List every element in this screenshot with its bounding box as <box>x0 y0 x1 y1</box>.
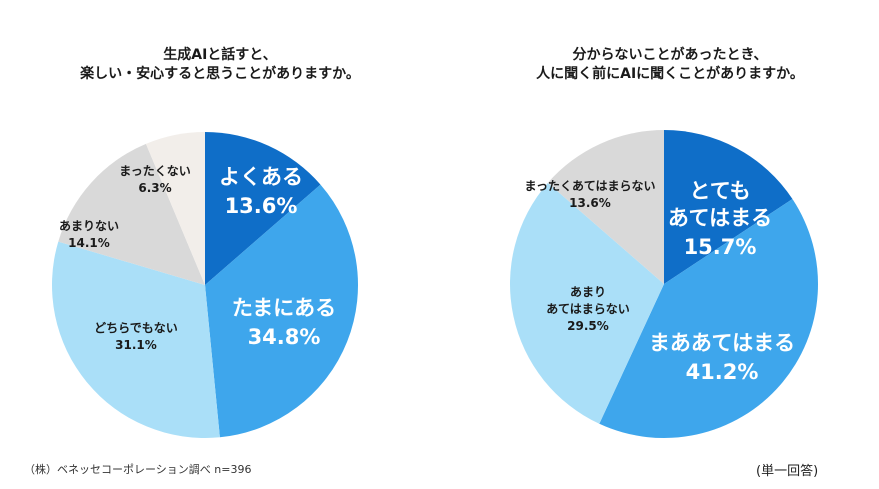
pie-left-slice-0 <box>205 132 321 285</box>
chart-title-left-line-1: 生成AIと話すと、 <box>163 47 277 63</box>
pie-left-slice-1 <box>205 184 358 438</box>
pie-right-slice-1-label-line-0: まああてはまる <box>649 331 795 355</box>
pie-right-slice-2-value: 29.5% <box>567 319 609 333</box>
pie-left-slice-3-label-line-0: あまりない <box>59 219 119 233</box>
pie-left-slice-3 <box>58 143 205 285</box>
pie-left-slice-3-value: 14.1% <box>68 236 110 250</box>
pie-right-slice-0 <box>664 130 793 284</box>
pie-right-slice-2-label-line-0: あまり <box>570 285 606 299</box>
pie-left-slice-2-label-line-0: どちらでもない <box>94 321 178 335</box>
pie-left-slice-2-value: 31.1% <box>115 338 157 352</box>
pie-right-slice-1 <box>599 199 818 438</box>
pie-left-slice-4 <box>145 132 205 285</box>
pie-right-slice-0-label-line-0: とても <box>689 179 750 203</box>
pie-left-slice-0-value: 13.6% <box>225 194 298 218</box>
response-type-note: (単一回答) <box>756 464 819 479</box>
pie-right-slice-3 <box>547 130 664 284</box>
pie-left-slice-4-value: 6.3% <box>138 181 171 195</box>
source-note: （株）ベネッセコーポレーション調べ n=396 <box>24 463 252 476</box>
pie-right-slice-0-value: 15.7% <box>684 235 757 259</box>
chart-title-right-line-1: 分からないことがあったとき、 <box>572 47 768 63</box>
pie-left-slice-0-label-line-0: よくある <box>219 165 303 189</box>
pie-chart-left: よくある 13.6% たまにある 34.8% どちらでもない 31.1% あまりない 14.1… <box>52 132 358 438</box>
pie-left-slice-4-label-line-0: まったくない <box>119 164 191 178</box>
pie-right-slice-3-label-line-0: まったくあてはまらない <box>524 179 655 193</box>
chart-title-left-line-2: 楽しい・安心すると思うことがありますか。 <box>80 66 360 82</box>
pie-left-slice-1-label-line-0: たまにある <box>232 296 336 320</box>
pie-right-slice-2 <box>509 182 664 424</box>
pie-left-slice-2 <box>52 241 220 438</box>
chart-title-left: 生成AIと話すと、 楽しい・安心すると思うことがありますか。 <box>55 46 385 84</box>
chart-title-right: 分からないことがあったとき、 人に聞く前にAIに聞くことがありますか。 <box>495 46 845 84</box>
pie-left-slice-1-value: 34.8% <box>248 325 321 349</box>
pie-right-slice-0-label-line-1: あてはまる <box>668 206 772 230</box>
pie-right-slice-1-value: 41.2% <box>686 360 759 384</box>
pie-right-slice-3-value: 13.6% <box>569 196 611 210</box>
pie-right-slice-2-label-line-1: あてはまらない <box>546 302 630 316</box>
chart-title-right-line-2: 人に聞く前にAIに聞くことがありますか。 <box>536 66 804 82</box>
